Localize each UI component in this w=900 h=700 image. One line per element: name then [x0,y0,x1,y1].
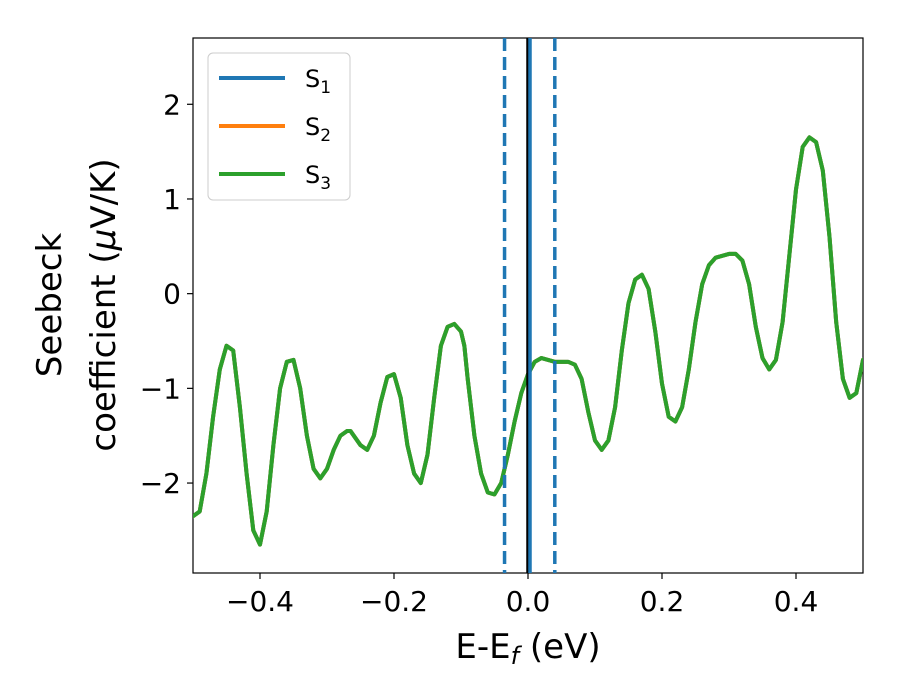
y-tick-label: 1 [163,183,181,216]
y-tick-label: 2 [163,88,181,121]
x-tick-label: 0.2 [640,585,685,618]
y-axis-label-line2: coefficient (μV/K) [84,158,124,451]
y-tick-label: −2 [140,467,181,500]
x-tick-label: −0.2 [360,585,428,618]
legend: S1 S2 S3 [207,52,351,201]
legend-label-s2: S2 [305,113,331,146]
y-axis-ticks: −2 −1 0 1 2 [140,88,193,500]
y-axis-label-line1: Seebeck [30,233,70,378]
series-layer [193,135,863,547]
legend-label-s1: S1 [305,65,331,98]
x-tick-label: 0.4 [774,585,819,618]
legend-label-s3: S3 [305,161,331,194]
series-line-s3 [193,135,863,547]
x-axis-ticks: −0.4 −0.2 0.0 0.2 0.4 [226,573,818,618]
reference-lines [502,38,557,573]
y-tick-label: −1 [140,372,181,405]
y-axis-label: Seebeck coefficient (μV/K) [30,158,124,451]
x-tick-label: 0.0 [506,585,551,618]
x-axis-label: E-Ef (eV) [455,627,600,670]
x-tick-label: −0.4 [226,585,294,618]
y-tick-label: 0 [163,278,181,311]
